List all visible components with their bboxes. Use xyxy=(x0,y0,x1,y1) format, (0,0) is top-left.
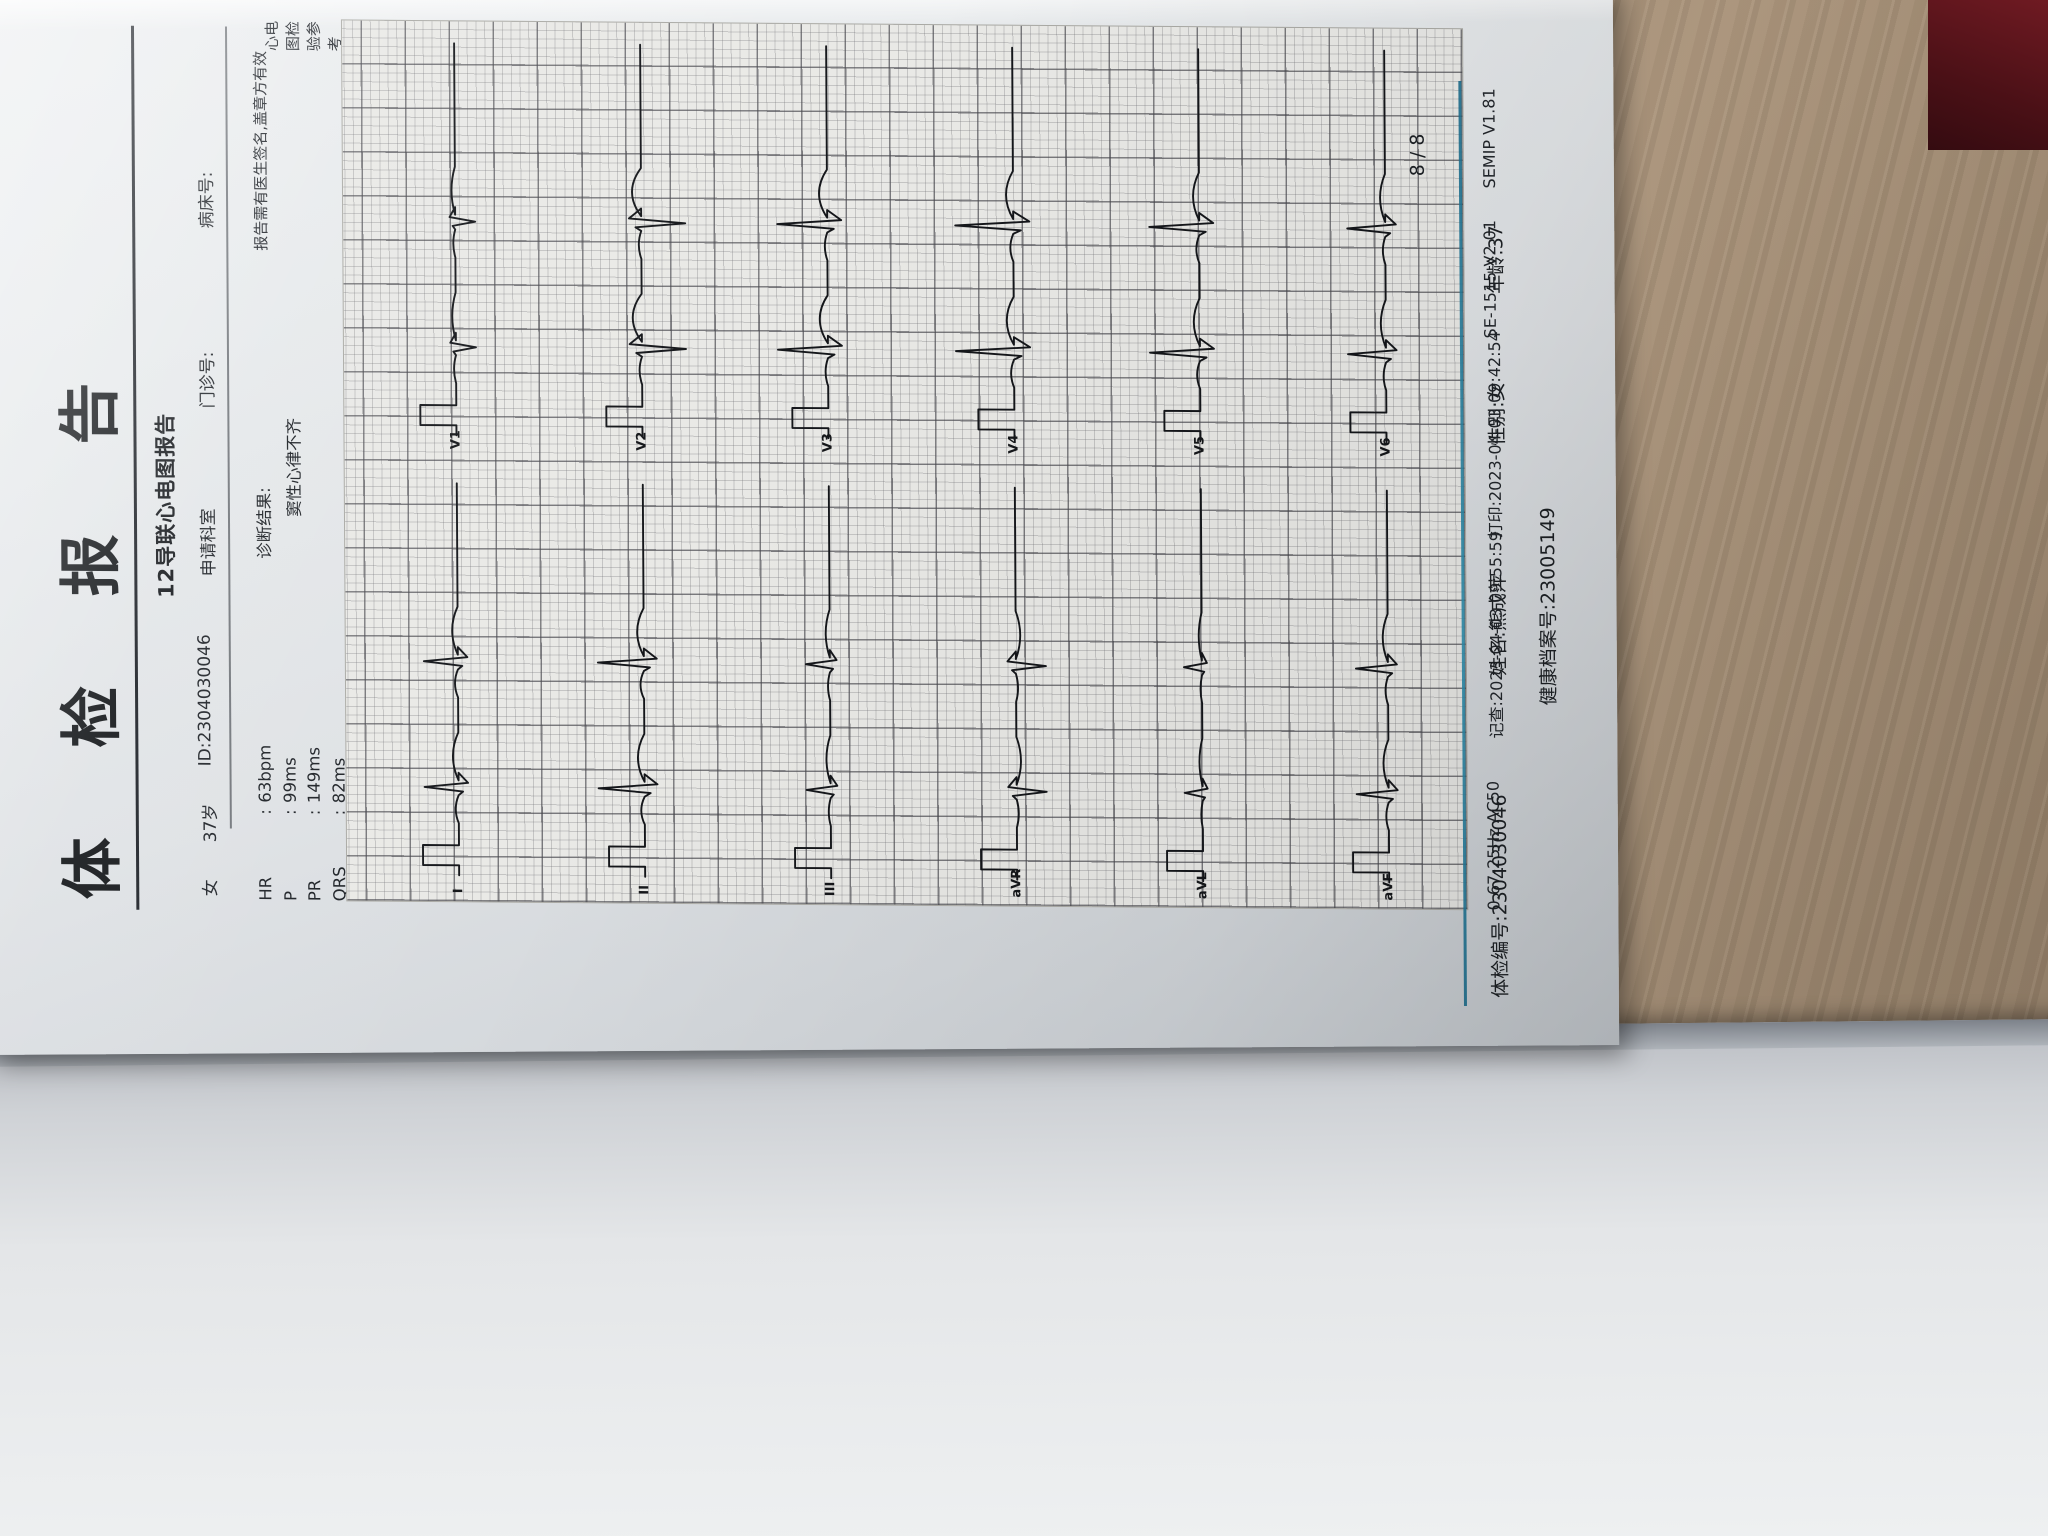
lead-label-V4: V4 xyxy=(1006,434,1022,454)
table-row: HR: 63bpm xyxy=(252,601,278,901)
paper-stack-below xyxy=(0,1019,2048,1536)
diagnosis-label: 诊断结果: xyxy=(254,487,275,559)
requesting-dept: 申请科室 xyxy=(198,508,220,577)
lead-label-aVR: aVR xyxy=(1009,868,1025,898)
red-corner-object xyxy=(1928,0,2048,150)
patient-footer-band: 体检编号:2304030046 姓名:熊成萍 性别:女 年龄:37 健康档案号:… xyxy=(1407,45,1596,1006)
page-title: 体 检 报 告 xyxy=(52,348,130,900)
diagnosis-value: 窦性心律不齐 xyxy=(284,417,304,518)
table-row: PR: 149ms xyxy=(301,601,327,901)
lead-label-V1: V1 xyxy=(448,430,464,450)
lead-label-III: III xyxy=(823,881,839,897)
meas-value: 149ms xyxy=(304,746,324,804)
lead-label-II: II xyxy=(637,884,653,895)
page-number: 8 / 8 xyxy=(1406,133,1429,177)
signature-stamp-note: 报告需有医生签名,盖章方有效 xyxy=(251,50,271,251)
lead-label-V3: V3 xyxy=(820,433,836,453)
patient-gender: 性别:女 xyxy=(1486,382,1509,446)
lead-label-V5: V5 xyxy=(1192,435,1208,456)
meas-sep: : xyxy=(255,809,275,815)
bed-number: 病床号: xyxy=(196,171,218,229)
ecg-traces xyxy=(419,42,1399,884)
meas-value: 99ms xyxy=(279,757,300,804)
patient-name: 姓名:熊成萍 xyxy=(1487,574,1510,676)
patient-id: ID:2304030046 xyxy=(194,634,216,767)
meas-key: PR xyxy=(305,879,325,902)
diagnosis-block: 诊断结果: 窦性心律不齐 xyxy=(251,418,308,559)
table-row: P: 99ms xyxy=(277,601,303,901)
meas-sep: : xyxy=(280,809,300,816)
meas-key: HR xyxy=(256,876,276,901)
header-divider xyxy=(130,25,140,910)
meas-value: 63bpm xyxy=(255,744,275,803)
patient-age: 37岁 xyxy=(200,803,221,843)
lead-label-aVF: aVF xyxy=(1381,872,1397,901)
outpatient-number: 门诊号: xyxy=(197,351,219,409)
lead-label-aVL: aVL xyxy=(1195,871,1211,900)
exam-number: 体检编号:2304030046 xyxy=(1488,794,1512,998)
patient-sex: 女 xyxy=(201,879,222,897)
ecg-chart: I II III aVR aVL aVF V1 V2 V3 V4 V5 V6 xyxy=(340,19,1469,911)
lead-label-V6: V6 xyxy=(1378,437,1394,457)
meas-sep: : xyxy=(304,809,324,816)
report-content-rotated: 体 检 报 告 12导联心电图报告 女 37岁 ID:2304030046 申请… xyxy=(11,7,1577,1039)
report-subtitle: 12导联心电图报告 xyxy=(153,412,179,599)
health-file-number: 健康档案号:23005149 xyxy=(1536,507,1561,706)
lead-label-V2: V2 xyxy=(634,431,650,451)
lead-label-I: I xyxy=(451,888,467,894)
identity-divider xyxy=(224,26,232,829)
patient-age-footer: 年龄:37 xyxy=(1485,225,1508,294)
report-page: 体 检 报 告 12导联心电图报告 女 37岁 ID:2304030046 申请… xyxy=(0,0,1620,1055)
meas-key: P xyxy=(280,890,300,902)
reference-note: 心电图检验参考 xyxy=(262,20,345,52)
